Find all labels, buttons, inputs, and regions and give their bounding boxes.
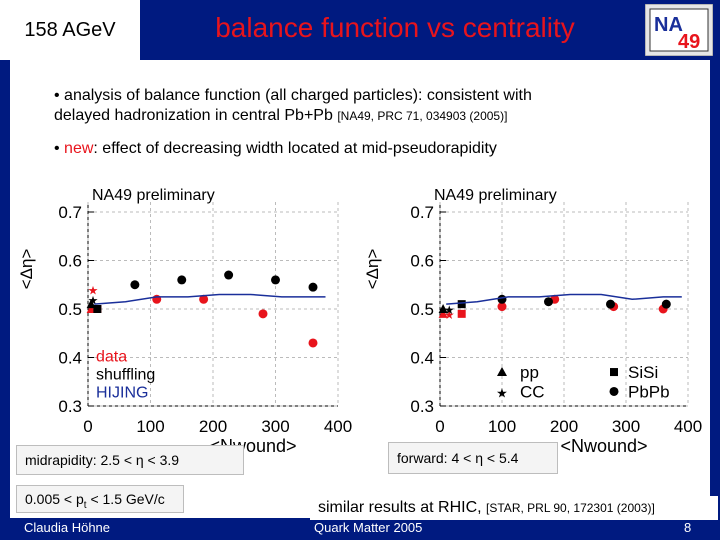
- data-point: [271, 275, 280, 285]
- x-tick-label: 400: [324, 417, 352, 436]
- rhic-text: similar results at RHIC,: [318, 499, 482, 516]
- bullet-new-prefix: •: [54, 140, 65, 157]
- y-tick-label: 0.6: [58, 252, 82, 271]
- rhic-ref: [STAR, PRL 90, 172301 (2003)]: [486, 501, 655, 515]
- y-axis-label: <Δη>: [363, 249, 382, 290]
- data-point: [497, 302, 507, 312]
- bullet-new: • new: effect of decreasing width locate…: [54, 140, 497, 158]
- data-point: [177, 275, 187, 285]
- legend-shuffling: shuffling: [96, 367, 155, 384]
- x-tick-label: 0: [83, 417, 92, 436]
- data-point: [258, 309, 268, 319]
- y-tick-label: 0.6: [410, 252, 434, 271]
- logo-text-49: 49: [678, 31, 700, 53]
- y-tick-label: 0.7: [410, 203, 434, 222]
- author: Claudia Höhne: [24, 520, 111, 535]
- legend-pp: pp: [520, 363, 539, 382]
- star-point: ★: [88, 293, 99, 307]
- hijing-line: [94, 293, 326, 305]
- midrapidity-label-box: midrapidity: 2.5 < η < 3.9: [16, 445, 244, 475]
- data-point: [661, 299, 671, 309]
- y-tick-label: 0.4: [410, 349, 434, 368]
- data-point: [497, 294, 507, 304]
- legend-data: data: [96, 349, 127, 366]
- data-point: [308, 282, 318, 292]
- x-tick-label: 300: [261, 417, 289, 436]
- right-border: [710, 60, 720, 540]
- pt-range-suffix: < 1.5 GeV/c: [86, 491, 165, 507]
- triangle-point: [438, 304, 448, 313]
- conference: Quark Matter 2005: [314, 520, 423, 535]
- x-tick-label: 200: [550, 417, 578, 436]
- star-point: ★: [444, 308, 455, 322]
- x-tick-label: 100: [488, 417, 516, 436]
- left-border: [0, 0, 10, 540]
- na49-logo: NA 49: [645, 4, 713, 56]
- slide-title: balance function vs centrality: [215, 12, 575, 43]
- x-tick-label: 400: [674, 417, 702, 436]
- square-point: [93, 305, 102, 313]
- star-point: ★: [444, 303, 455, 317]
- y-axis-label: <Δη>: [17, 249, 36, 290]
- legend-cc: CC: [520, 382, 545, 401]
- x-tick-label: 200: [199, 417, 227, 436]
- y-tick-label: 0.3: [410, 397, 434, 416]
- legend-pp-marker: [497, 367, 507, 377]
- page-number: 8: [684, 520, 692, 535]
- content-area: [10, 60, 710, 518]
- pt-range-box: 0.005 < pt < 1.5 GeV/c: [16, 485, 184, 513]
- logo-text-na: NA: [654, 14, 683, 36]
- x-axis-label: <Nwound>: [560, 436, 647, 456]
- chart-title: NA49 preliminary: [92, 187, 215, 204]
- forward-label-box: forward: 4 < η < 5.4: [388, 442, 558, 474]
- midrapidity-label: midrapidity: 2.5 < η < 3.9: [25, 452, 180, 468]
- data-point: [308, 338, 318, 348]
- bullet-new-word: new: [64, 140, 94, 157]
- triangle-point: [438, 308, 448, 318]
- y-tick-label: 0.5: [58, 300, 82, 319]
- footer-bar: [0, 518, 720, 540]
- data-point: [606, 299, 615, 309]
- x-tick-label: 100: [136, 417, 164, 436]
- y-tick-label: 0.3: [58, 397, 82, 416]
- pt-range-sub: t: [83, 499, 87, 511]
- x-tick-label: 300: [612, 417, 640, 436]
- x-tick-label: 0: [435, 417, 444, 436]
- legend-pbpb-marker: [609, 386, 619, 396]
- star-point: ★: [88, 284, 99, 298]
- data-point: [199, 294, 209, 304]
- legend-sisi-marker: [610, 368, 618, 377]
- bullet-analysis-line2: delayed hadronization in central Pb+Pb: [54, 107, 333, 124]
- data-point: [130, 280, 140, 290]
- legend-cc-marker: ★: [496, 385, 508, 400]
- hijing-line: [446, 293, 682, 305]
- data-point: [544, 297, 553, 307]
- legend-sisi: SiSi: [628, 363, 658, 382]
- plot-midrapidity: NA49 preliminary 0 100 200 300 400 0.3 0.4 0.5 0.…: [17, 187, 352, 456]
- plot-forward: NA49 preliminary 0 100 200 300 400 0.3 0.4 0.5 0.…: [363, 187, 702, 456]
- square-point: [457, 309, 466, 318]
- energy-badge: 158 AGeV: [0, 0, 140, 60]
- bullet-analysis-ref: [NA49, PRC 71, 034903 (2005)]: [337, 109, 508, 123]
- square-point: [457, 300, 466, 309]
- pt-range-prefix: 0.005 < p: [25, 491, 84, 507]
- bullet-new-text: : effect of decreasing width located at …: [93, 140, 497, 157]
- legend-pbpb: PbPb: [628, 382, 670, 401]
- bullet-analysis-line1: • analysis of balance function (all char…: [54, 87, 532, 104]
- chart-title: NA49 preliminary: [434, 187, 557, 204]
- y-tick-label: 0.5: [410, 300, 434, 319]
- y-tick-label: 0.4: [58, 349, 82, 368]
- data-point: [224, 270, 234, 280]
- y-tick-label: 0.7: [58, 203, 82, 222]
- legend-hijing: HIJING: [96, 385, 148, 402]
- forward-label: forward: 4 < η < 5.4: [397, 450, 519, 466]
- bullet-analysis: • analysis of balance function (all char…: [54, 86, 532, 126]
- rhic-note: similar results at RHIC, [STAR, PRL 90, …: [310, 496, 718, 520]
